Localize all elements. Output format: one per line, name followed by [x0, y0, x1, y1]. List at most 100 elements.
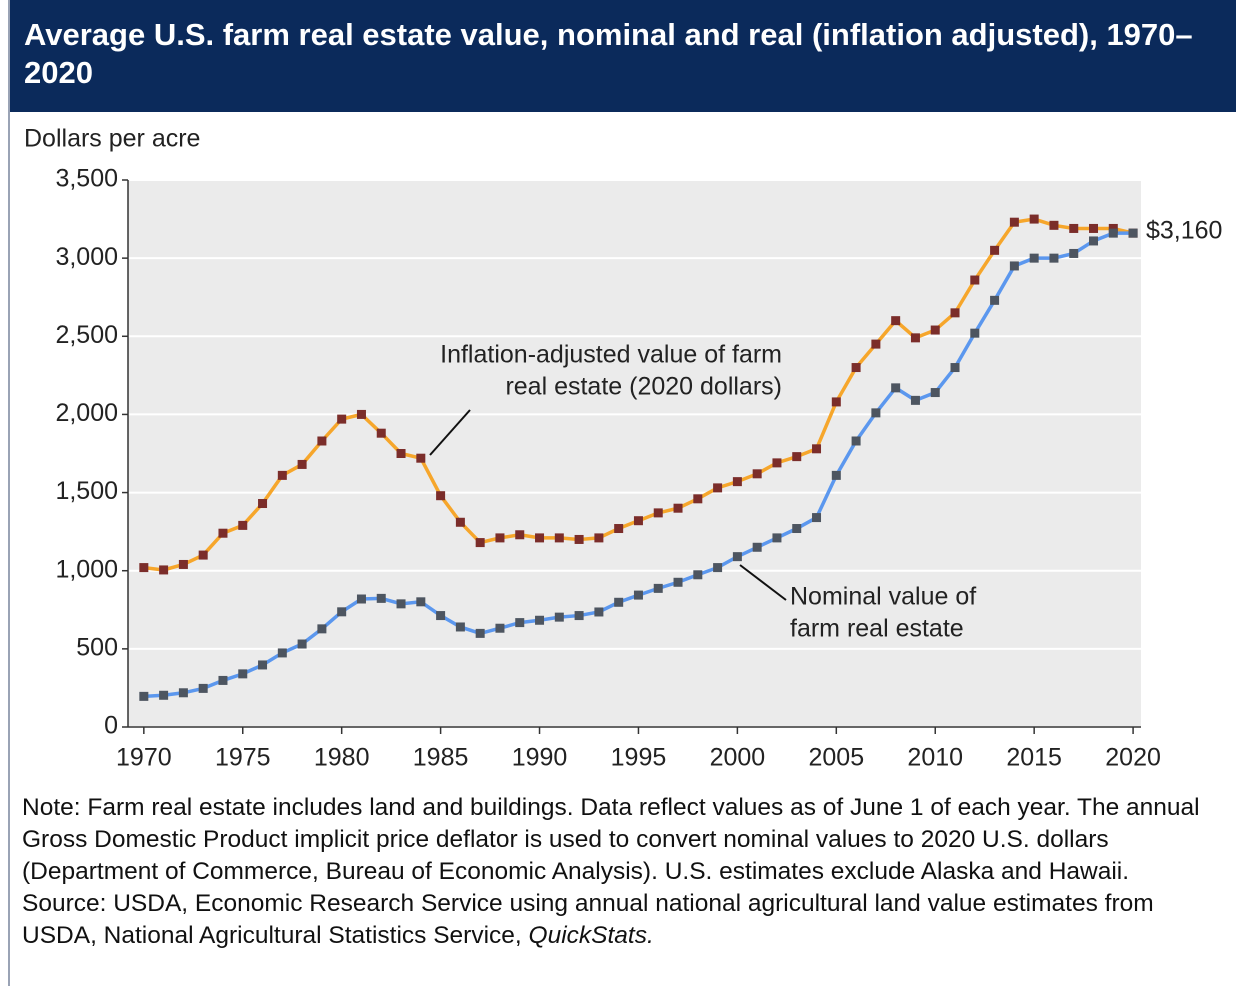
marker [535, 533, 545, 543]
marker [495, 623, 505, 633]
marker [653, 583, 663, 593]
x-tick-label: 1975 [215, 744, 271, 772]
marker [594, 607, 604, 617]
y-tick-label: 2,000 [55, 399, 118, 427]
y-tick-label: 3,500 [55, 165, 118, 193]
marker [970, 328, 980, 338]
marker [317, 624, 327, 634]
leader-line [429, 409, 471, 456]
marker [970, 275, 980, 285]
chart-title: Average U.S. farm real estate value, nom… [24, 17, 1193, 90]
marker [198, 683, 208, 693]
y-tick-label: 1,000 [55, 555, 118, 583]
marker [1029, 253, 1039, 263]
marker [416, 597, 426, 607]
marker [416, 453, 426, 463]
x-tick-label: 2005 [808, 744, 864, 772]
marker [1029, 214, 1039, 224]
marker [317, 436, 327, 446]
x-tick-label: 2000 [710, 744, 766, 772]
source: Source: USDA, Economic Research Service … [22, 888, 1217, 952]
marker [1049, 220, 1059, 230]
x-tick-label: 1985 [413, 744, 469, 772]
marker [1108, 223, 1118, 233]
marker [396, 449, 406, 458]
marker [990, 245, 1000, 255]
plot-area [128, 180, 1141, 727]
marker [356, 594, 366, 604]
marker [139, 691, 149, 701]
marker [614, 597, 624, 607]
marker [535, 615, 545, 625]
x-tick-label: 2015 [1006, 744, 1062, 772]
marker [812, 444, 822, 454]
marker [1049, 253, 1059, 263]
marker [910, 395, 920, 405]
marker [297, 459, 307, 469]
marker [436, 611, 446, 621]
marker [515, 530, 525, 540]
marker [831, 397, 841, 407]
marker [732, 552, 742, 562]
annotation: farm real estate [790, 615, 964, 643]
marker [693, 494, 703, 504]
marker [218, 528, 228, 538]
marker [159, 565, 169, 575]
source-italic: QuickStats. [528, 922, 654, 949]
marker [831, 470, 841, 480]
marker [574, 611, 584, 621]
marker [277, 470, 287, 480]
marker [950, 308, 960, 318]
title-bar: Average U.S. farm real estate value, nom… [10, 0, 1236, 112]
x-tick-label: 2020 [1105, 744, 1161, 772]
leader-line [739, 564, 787, 601]
marker [1069, 248, 1079, 258]
y-tick-label: 2,500 [55, 321, 118, 349]
marker [792, 524, 802, 534]
marker [1089, 236, 1099, 246]
marker [376, 593, 386, 603]
annotation: Inflation-adjusted value of farm [440, 341, 782, 369]
marker [238, 520, 248, 530]
marker [455, 517, 465, 527]
marker [515, 618, 525, 628]
marker [574, 534, 584, 544]
marker [772, 458, 782, 468]
annotation: real estate (2020 dollars) [505, 373, 782, 401]
marker [178, 559, 188, 569]
frame [8, 0, 1236, 986]
marker [238, 669, 248, 679]
marker [1069, 223, 1079, 233]
marker [594, 533, 604, 543]
marker [376, 428, 386, 438]
marker [337, 414, 347, 424]
marker [713, 483, 723, 493]
marker [475, 628, 485, 638]
y-tick-label: 500 [76, 633, 118, 661]
marker [851, 363, 861, 373]
marker [633, 590, 643, 600]
marker [1128, 228, 1138, 238]
marker [950, 363, 960, 373]
marker [633, 516, 643, 526]
marker [396, 599, 406, 609]
y-tick-label: 3,000 [55, 243, 118, 271]
marker [198, 550, 208, 560]
marker [713, 563, 723, 573]
marker [871, 339, 881, 349]
marker [297, 639, 307, 649]
marker [455, 622, 465, 632]
marker [614, 524, 624, 534]
marker [851, 436, 861, 446]
x-tick-label: 1995 [611, 744, 667, 772]
marker [356, 409, 366, 419]
source-text: Source: USDA, Economic Research Service … [22, 890, 1154, 949]
marker [673, 577, 683, 587]
marker [772, 533, 782, 543]
marker [752, 542, 762, 552]
marker [337, 607, 347, 617]
marker [930, 388, 940, 398]
marker [178, 688, 188, 698]
marker [930, 325, 940, 335]
marker [891, 316, 901, 326]
